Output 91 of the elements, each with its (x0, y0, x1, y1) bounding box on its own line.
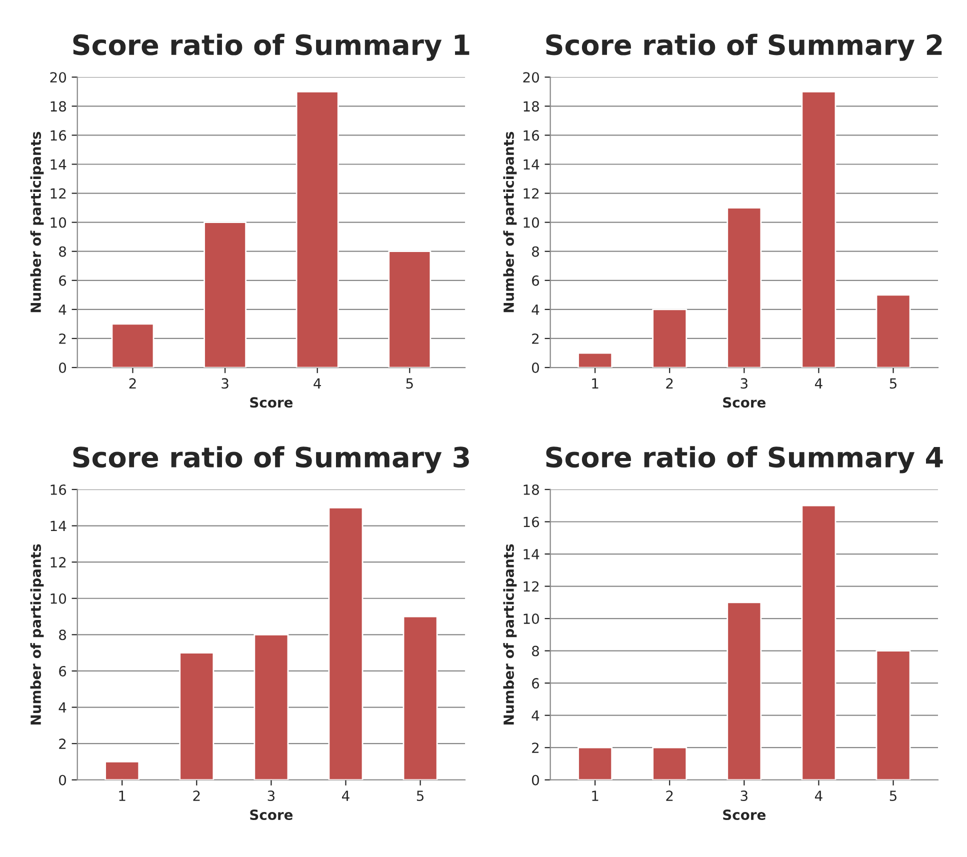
x-tick-label: 2 (666, 790, 673, 801)
y-tick-label: 18 (524, 484, 539, 495)
bar (726, 602, 762, 780)
y-axis-title: Number of participants (30, 132, 44, 312)
bar (652, 308, 688, 368)
y-tick-label: 0 (59, 362, 66, 373)
x-tick-label: 5 (406, 378, 413, 389)
y-tick-label: 8 (59, 630, 66, 640)
x-tick-label: 4 (814, 790, 822, 801)
bar (876, 650, 911, 780)
bar (111, 323, 154, 368)
y-tick-label: 4 (532, 710, 540, 721)
x-tick-label: 4 (814, 378, 822, 388)
y-tick-label: 20 (50, 72, 66, 83)
x-tick-label: 5 (416, 790, 424, 802)
x-tick-label: 4 (342, 790, 350, 801)
bar (254, 634, 289, 780)
y-tick-label: 16 (50, 484, 66, 495)
x-axis-title: Score (723, 397, 766, 408)
bar (388, 250, 432, 368)
y-tick-label: 12 (524, 188, 539, 199)
y-tick-label: 10 (50, 217, 66, 228)
y-tick-label: 0 (532, 774, 539, 786)
y-tick-label: 14 (524, 159, 540, 170)
x-axis-title: Score (250, 810, 293, 820)
x-tick-label: 3 (740, 790, 748, 802)
x-tick-label: 2 (666, 378, 673, 388)
x-tick-label: 3 (222, 378, 228, 389)
x-tick-label: 5 (890, 378, 896, 389)
chart-title: Score ratio of Summary 2 (546, 34, 942, 61)
y-tick-label: 20 (523, 72, 539, 83)
y-tick-label: 8 (59, 246, 66, 257)
chart-title: Score ratio of Summary 3 (73, 446, 469, 474)
bar (801, 504, 836, 780)
x-tick-label: 1 (119, 790, 126, 801)
y-tick-label: 4 (58, 702, 66, 713)
y-tick-label: 12 (50, 188, 66, 199)
y-tick-label: 10 (524, 217, 539, 228)
y-axis-title: Number of participants (503, 132, 517, 312)
y-tick-label: 4 (532, 304, 540, 315)
y-tick-label: 4 (58, 304, 66, 315)
chart-title: Score ratio of Summary 1 (73, 34, 470, 61)
y-tick-label: 2 (59, 738, 66, 749)
y-tick-label: 10 (50, 593, 66, 604)
y-tick-label: 8 (532, 246, 539, 257)
y-axis-title: Number of participants (30, 544, 44, 724)
y-tick-label: 16 (524, 516, 540, 528)
y-tick-label: 0 (59, 774, 66, 786)
y-tick-label: 14 (50, 159, 66, 170)
x-tick-label: 1 (592, 790, 598, 801)
y-tick-label: 0 (532, 362, 539, 373)
y-tick-label: 12 (50, 557, 66, 568)
y-tick-label: 2 (532, 742, 539, 753)
x-tick-label: 4 (314, 378, 321, 388)
chart-title: Score ratio of Summary 4 (546, 446, 943, 474)
bar (876, 294, 911, 368)
bar (179, 652, 214, 780)
bar (402, 616, 438, 780)
y-tick-label: 12 (524, 581, 539, 592)
x-axis-title: Score (723, 810, 766, 820)
x-tick-label: 5 (890, 790, 896, 802)
bar (296, 90, 339, 368)
bar (104, 761, 140, 780)
bar (578, 352, 613, 368)
y-tick-label: 14 (524, 549, 540, 560)
y-tick-label: 18 (524, 101, 539, 112)
y-axis-title: Number of participants (503, 544, 517, 724)
y-tick-label: 16 (50, 130, 66, 141)
y-tick-label: 14 (50, 520, 66, 532)
y-tick-label: 16 (524, 130, 540, 141)
y-tick-label: 2 (59, 333, 66, 344)
x-tick-label: 2 (193, 790, 200, 801)
x-axis-title: Score (250, 397, 293, 408)
bar (328, 506, 364, 780)
y-tick-label: 6 (532, 275, 540, 286)
y-tick-label: 10 (524, 614, 539, 624)
x-tick-label: 3 (268, 790, 274, 802)
bar (801, 90, 836, 368)
x-tick-label: 1 (592, 378, 598, 388)
bar (578, 746, 613, 780)
y-tick-label: 18 (50, 101, 66, 112)
y-tick-label: 2 (532, 333, 539, 344)
x-tick-label: 3 (740, 378, 748, 389)
y-tick-label: 8 (532, 646, 539, 656)
bar (726, 207, 762, 368)
y-tick-label: 6 (532, 678, 540, 689)
y-tick-label: 6 (59, 666, 66, 676)
bar (652, 746, 688, 780)
x-tick-label: 2 (129, 378, 136, 388)
y-tick-label: 6 (59, 275, 66, 286)
bar (204, 222, 247, 368)
